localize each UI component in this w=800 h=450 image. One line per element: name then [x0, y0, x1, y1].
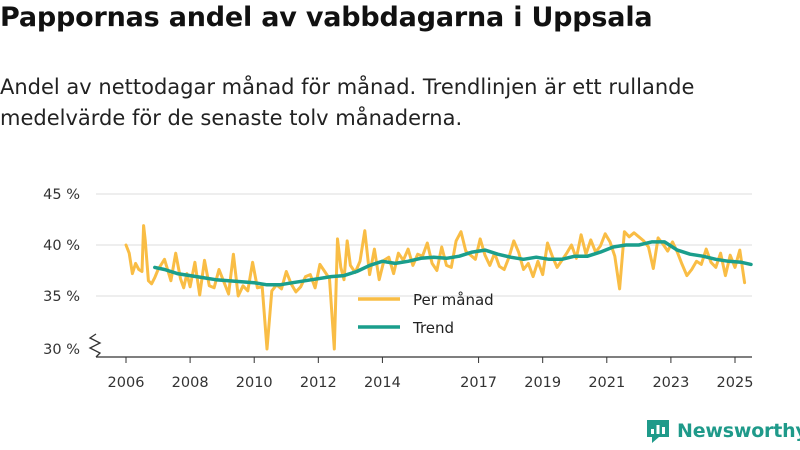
y-tick-label: 35 %	[43, 289, 80, 305]
axis-break-icon	[88, 333, 102, 358]
series-line-per-manad	[124, 224, 747, 351]
series-lines	[124, 224, 753, 351]
x-tick-label: 2021	[588, 375, 625, 391]
x-axis	[88, 333, 752, 358]
x-tick-label: 2008	[172, 375, 209, 391]
brand: Newsworthy	[645, 418, 800, 444]
x-tick-label: 2025	[717, 375, 754, 391]
chart-subtitle: Andel av nettodagar månad för månad. Tre…	[0, 75, 695, 130]
y-tick-label: 30 %	[43, 342, 80, 358]
y-tick-label: 40 %	[43, 238, 80, 254]
y-axis-ticks: 30 % 35 % 40 % 45 %	[43, 187, 80, 358]
x-tick-label: 2019	[524, 375, 561, 391]
x-tick-label: 2017	[460, 375, 497, 391]
legend-label-trend: Trend	[412, 319, 454, 337]
newsworthy-logo-icon	[647, 420, 669, 443]
brand-name: Newsworthy	[677, 420, 800, 442]
legend-label-monthly: Per månad	[413, 291, 494, 309]
gridlines	[96, 193, 752, 297]
x-tick-label: 2010	[236, 375, 273, 391]
series-line-trend	[153, 240, 753, 287]
legend: Per månad Trend	[358, 291, 494, 337]
x-tick-label: 2023	[652, 375, 689, 391]
x-axis-ticks: 2006 2008 2010 2012 2014 2017 2019 2021 2023 2025	[108, 357, 754, 391]
x-tick-label: 2006	[108, 375, 145, 391]
x-tick-label: 2012	[300, 375, 337, 391]
x-tick-label: 2014	[364, 375, 401, 391]
chart-title: Pappornas andel av vabbdagarna i Uppsala	[0, 2, 653, 33]
y-tick-label: 45 %	[43, 187, 80, 203]
